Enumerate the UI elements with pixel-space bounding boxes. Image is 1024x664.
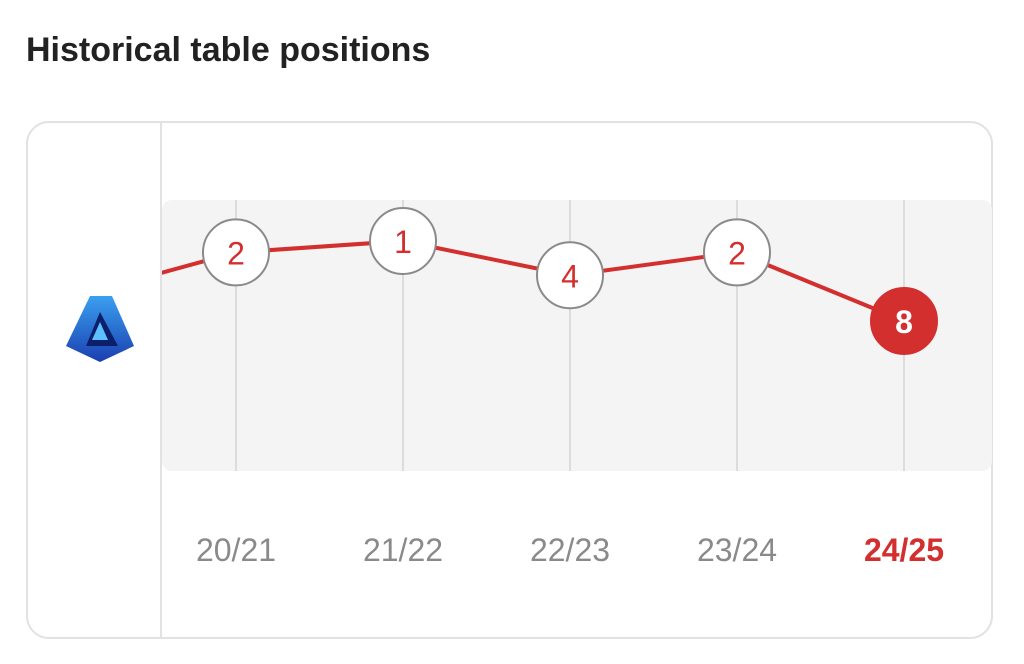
point-marker <box>369 207 437 275</box>
x-tick-label: 20/21 <box>196 532 276 568</box>
point-marker <box>703 218 771 287</box>
data-label: 2 <box>728 235 746 271</box>
x-tick-label: 23/24 <box>697 532 777 568</box>
point-marker <box>870 286 938 355</box>
data-label: 8 <box>895 304 913 340</box>
data-label: 4 <box>561 258 579 294</box>
data-label: 1 <box>394 224 412 260</box>
plot-band <box>162 200 992 471</box>
chart-title: Historical table positions <box>26 31 430 69</box>
point-marker <box>202 218 270 287</box>
x-tick-label: 22/23 <box>530 532 610 568</box>
point-marker <box>536 241 604 310</box>
x-tick-label: 24/25 <box>864 532 944 568</box>
plot: 621428 <box>162 200 938 471</box>
x-tick-label: 21/22 <box>363 532 443 568</box>
league-logo <box>66 296 134 362</box>
data-label: 2 <box>227 235 245 271</box>
